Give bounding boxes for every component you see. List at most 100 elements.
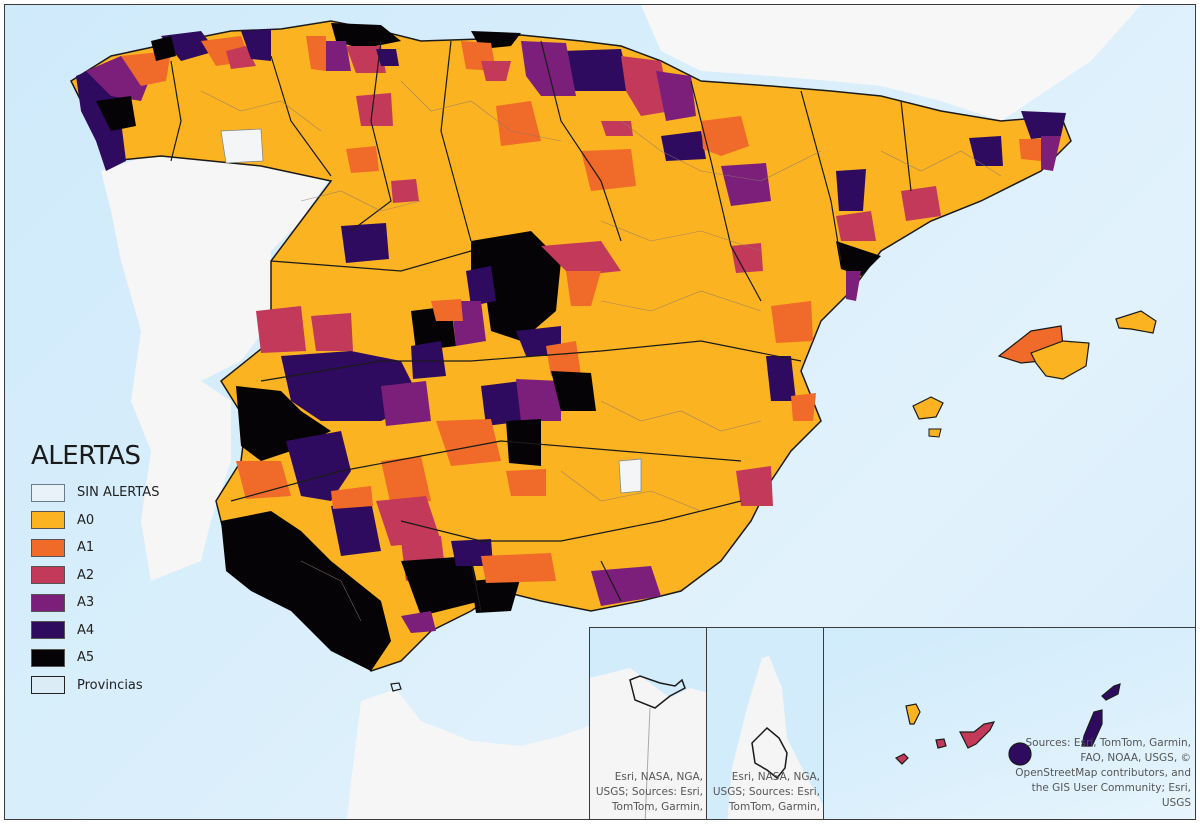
- legend-swatch: [31, 648, 65, 667]
- region-a4-girona[interactable]: [969, 136, 1003, 166]
- region-a4-galicia-north[interactable]: [161, 31, 216, 61]
- main-map[interactable]: [5, 5, 1196, 820]
- region-a2-cantabria[interactable]: [346, 46, 386, 73]
- region-a4-ciudadreal[interactable]: [481, 381, 526, 426]
- island-el-hierro[interactable]: [894, 753, 909, 765]
- region-a3-castellon[interactable]: [846, 271, 861, 301]
- region-a1-ciudadreal-w[interactable]: [436, 419, 501, 466]
- region-a1-girona-east[interactable]: [1019, 139, 1041, 161]
- island-menorca[interactable]: [1115, 310, 1157, 334]
- region-a3-cantabria[interactable]: [321, 41, 351, 71]
- region-a4-girona-north[interactable]: [1021, 111, 1066, 139]
- map-frame: ALERTAS SIN ALERTAS A0 A1 A2 A3 A4 A5: [4, 4, 1196, 820]
- province-borders: [170, 40, 912, 612]
- region-a1-sevilla-north[interactable]: [381, 456, 431, 506]
- region-a4-valencia[interactable]: [766, 356, 796, 401]
- region-a3-extremadura-e[interactable]: [381, 381, 431, 426]
- region-a1-valencia-south[interactable]: [791, 393, 816, 421]
- region-a3-ciudadreal[interactable]: [516, 379, 561, 421]
- region-a2-guadalajara-n[interactable]: [601, 121, 633, 136]
- region-a5-tarragona[interactable]: [836, 241, 881, 276]
- region-a2-rioja[interactable]: [481, 61, 511, 81]
- ceuta-attribution: Esri, NASA, NGA, USGS; Sources: Esri, To…: [712, 771, 820, 813]
- region-a2-caceres-north[interactable]: [256, 306, 306, 353]
- legend-item-provincias: Provincias: [31, 672, 231, 700]
- region-a3-malaga-coast[interactable]: [401, 611, 436, 633]
- region-a3-almeria[interactable]: [591, 566, 661, 606]
- region-a2-zamora[interactable]: [391, 179, 419, 203]
- region-a4-sevilla[interactable]: [331, 501, 381, 556]
- region-a4-huesca[interactable]: [836, 169, 866, 211]
- region-a5-cordoba-s[interactable]: [401, 556, 481, 616]
- island-fuerteventura[interactable]: [1081, 709, 1103, 747]
- island-gran-canaria[interactable]: [1008, 742, 1032, 766]
- region-a4-cantabria[interactable]: [376, 49, 399, 66]
- inset-canarias[interactable]: Sources: Esri, TomTom, Garmin, FAO, NOAA…: [823, 627, 1195, 819]
- region-a1-badajoz-sw[interactable]: [236, 461, 291, 499]
- region-a2-cuenca-east[interactable]: [731, 243, 763, 273]
- region-a1-palencia[interactable]: [346, 146, 379, 173]
- legend-swatch: [31, 538, 65, 557]
- morocco-landmass: [346, 689, 589, 819]
- region-a2-leon[interactable]: [356, 93, 393, 126]
- region-a2-navarra[interactable]: [621, 56, 671, 116]
- island-formentera[interactable]: [928, 428, 942, 438]
- region-a4-soria[interactable]: [661, 131, 706, 161]
- region-a2-murcia[interactable]: [736, 466, 773, 506]
- region-a2-avila[interactable]: [311, 313, 353, 351]
- region-a2-barcelona[interactable]: [901, 186, 941, 221]
- legend-item-a4: A4: [31, 617, 231, 645]
- region-a1-cantabria[interactable]: [306, 36, 326, 71]
- region-a5-huelva[interactable]: [221, 511, 391, 671]
- canarias-map: [894, 683, 1121, 766]
- region-a3-navarra[interactable]: [656, 71, 696, 121]
- melilla-map: [590, 668, 707, 819]
- region-a4-madrid-west[interactable]: [466, 266, 496, 306]
- legend-swatch: [31, 676, 65, 695]
- island-ibiza[interactable]: [912, 396, 944, 420]
- island-mallorca-a0[interactable]: [1030, 340, 1090, 380]
- region-a1-granada[interactable]: [481, 553, 556, 583]
- region-a4-toledo-mid[interactable]: [411, 341, 446, 379]
- region-a5-ciudadreal[interactable]: [551, 371, 596, 411]
- island-tenerife[interactable]: [959, 721, 996, 749]
- legend-label: A4: [77, 622, 95, 638]
- region-a5-cantabria[interactable]: [331, 23, 401, 49]
- island-la-palma[interactable]: [905, 703, 921, 725]
- legend-item-a3: A3: [31, 589, 231, 617]
- region-sin-alertas-ourense[interactable]: [220, 128, 264, 164]
- region-a4-badajoz[interactable]: [286, 431, 351, 501]
- region-a1-cuenca[interactable]: [546, 341, 581, 376]
- region-a1-madrid-n[interactable]: [431, 299, 463, 321]
- region-a1-valencia-north[interactable]: [771, 301, 813, 343]
- region-a1-jaen-east[interactable]: [506, 469, 546, 496]
- region-a2-sevilla[interactable]: [376, 496, 441, 546]
- island-lanzarote[interactable]: [1101, 683, 1121, 701]
- region-a1-sevilla-w[interactable]: [331, 486, 373, 509]
- inset-melilla[interactable]: Esri, NASA, NGA, USGS; Sources: Esri, To…: [589, 627, 707, 819]
- region-a1-zaragoza-north[interactable]: [701, 116, 749, 156]
- region-a3-zaragoza[interactable]: [721, 163, 771, 206]
- region-a3-basque[interactable]: [521, 41, 576, 96]
- region-a3-girona-coast[interactable]: [1041, 136, 1061, 171]
- legend-label: A3: [77, 595, 95, 611]
- region-a4-asturias[interactable]: [241, 29, 271, 61]
- region-a4-basque[interactable]: [561, 49, 631, 91]
- region-a5-madrid[interactable]: [471, 231, 561, 341]
- region-a1-segovia[interactable]: [581, 149, 636, 191]
- region-a2-guadalajara[interactable]: [541, 241, 621, 276]
- region-sin-alertas-albacete[interactable]: [618, 458, 642, 494]
- ceuta-outline: [390, 682, 402, 692]
- region-a4-salamanca[interactable]: [341, 223, 389, 263]
- legend-item-a1: A1: [31, 534, 231, 562]
- island-la-gomera[interactable]: [935, 738, 947, 749]
- inset-ceuta[interactable]: Esri, NASA, NGA, USGS; Sources: Esri, To…: [706, 627, 824, 819]
- legend-label: A1: [77, 540, 95, 556]
- region-a1-cuenca-north[interactable]: [566, 271, 601, 306]
- region-a2-tarragona[interactable]: [836, 211, 876, 241]
- region-a5-malaga[interactable]: [471, 576, 521, 613]
- region-a5-galicia-north[interactable]: [151, 36, 176, 61]
- ceuta-map: [727, 656, 824, 819]
- region-a5-galicia[interactable]: [96, 96, 136, 131]
- legend-swatch: [31, 566, 65, 585]
